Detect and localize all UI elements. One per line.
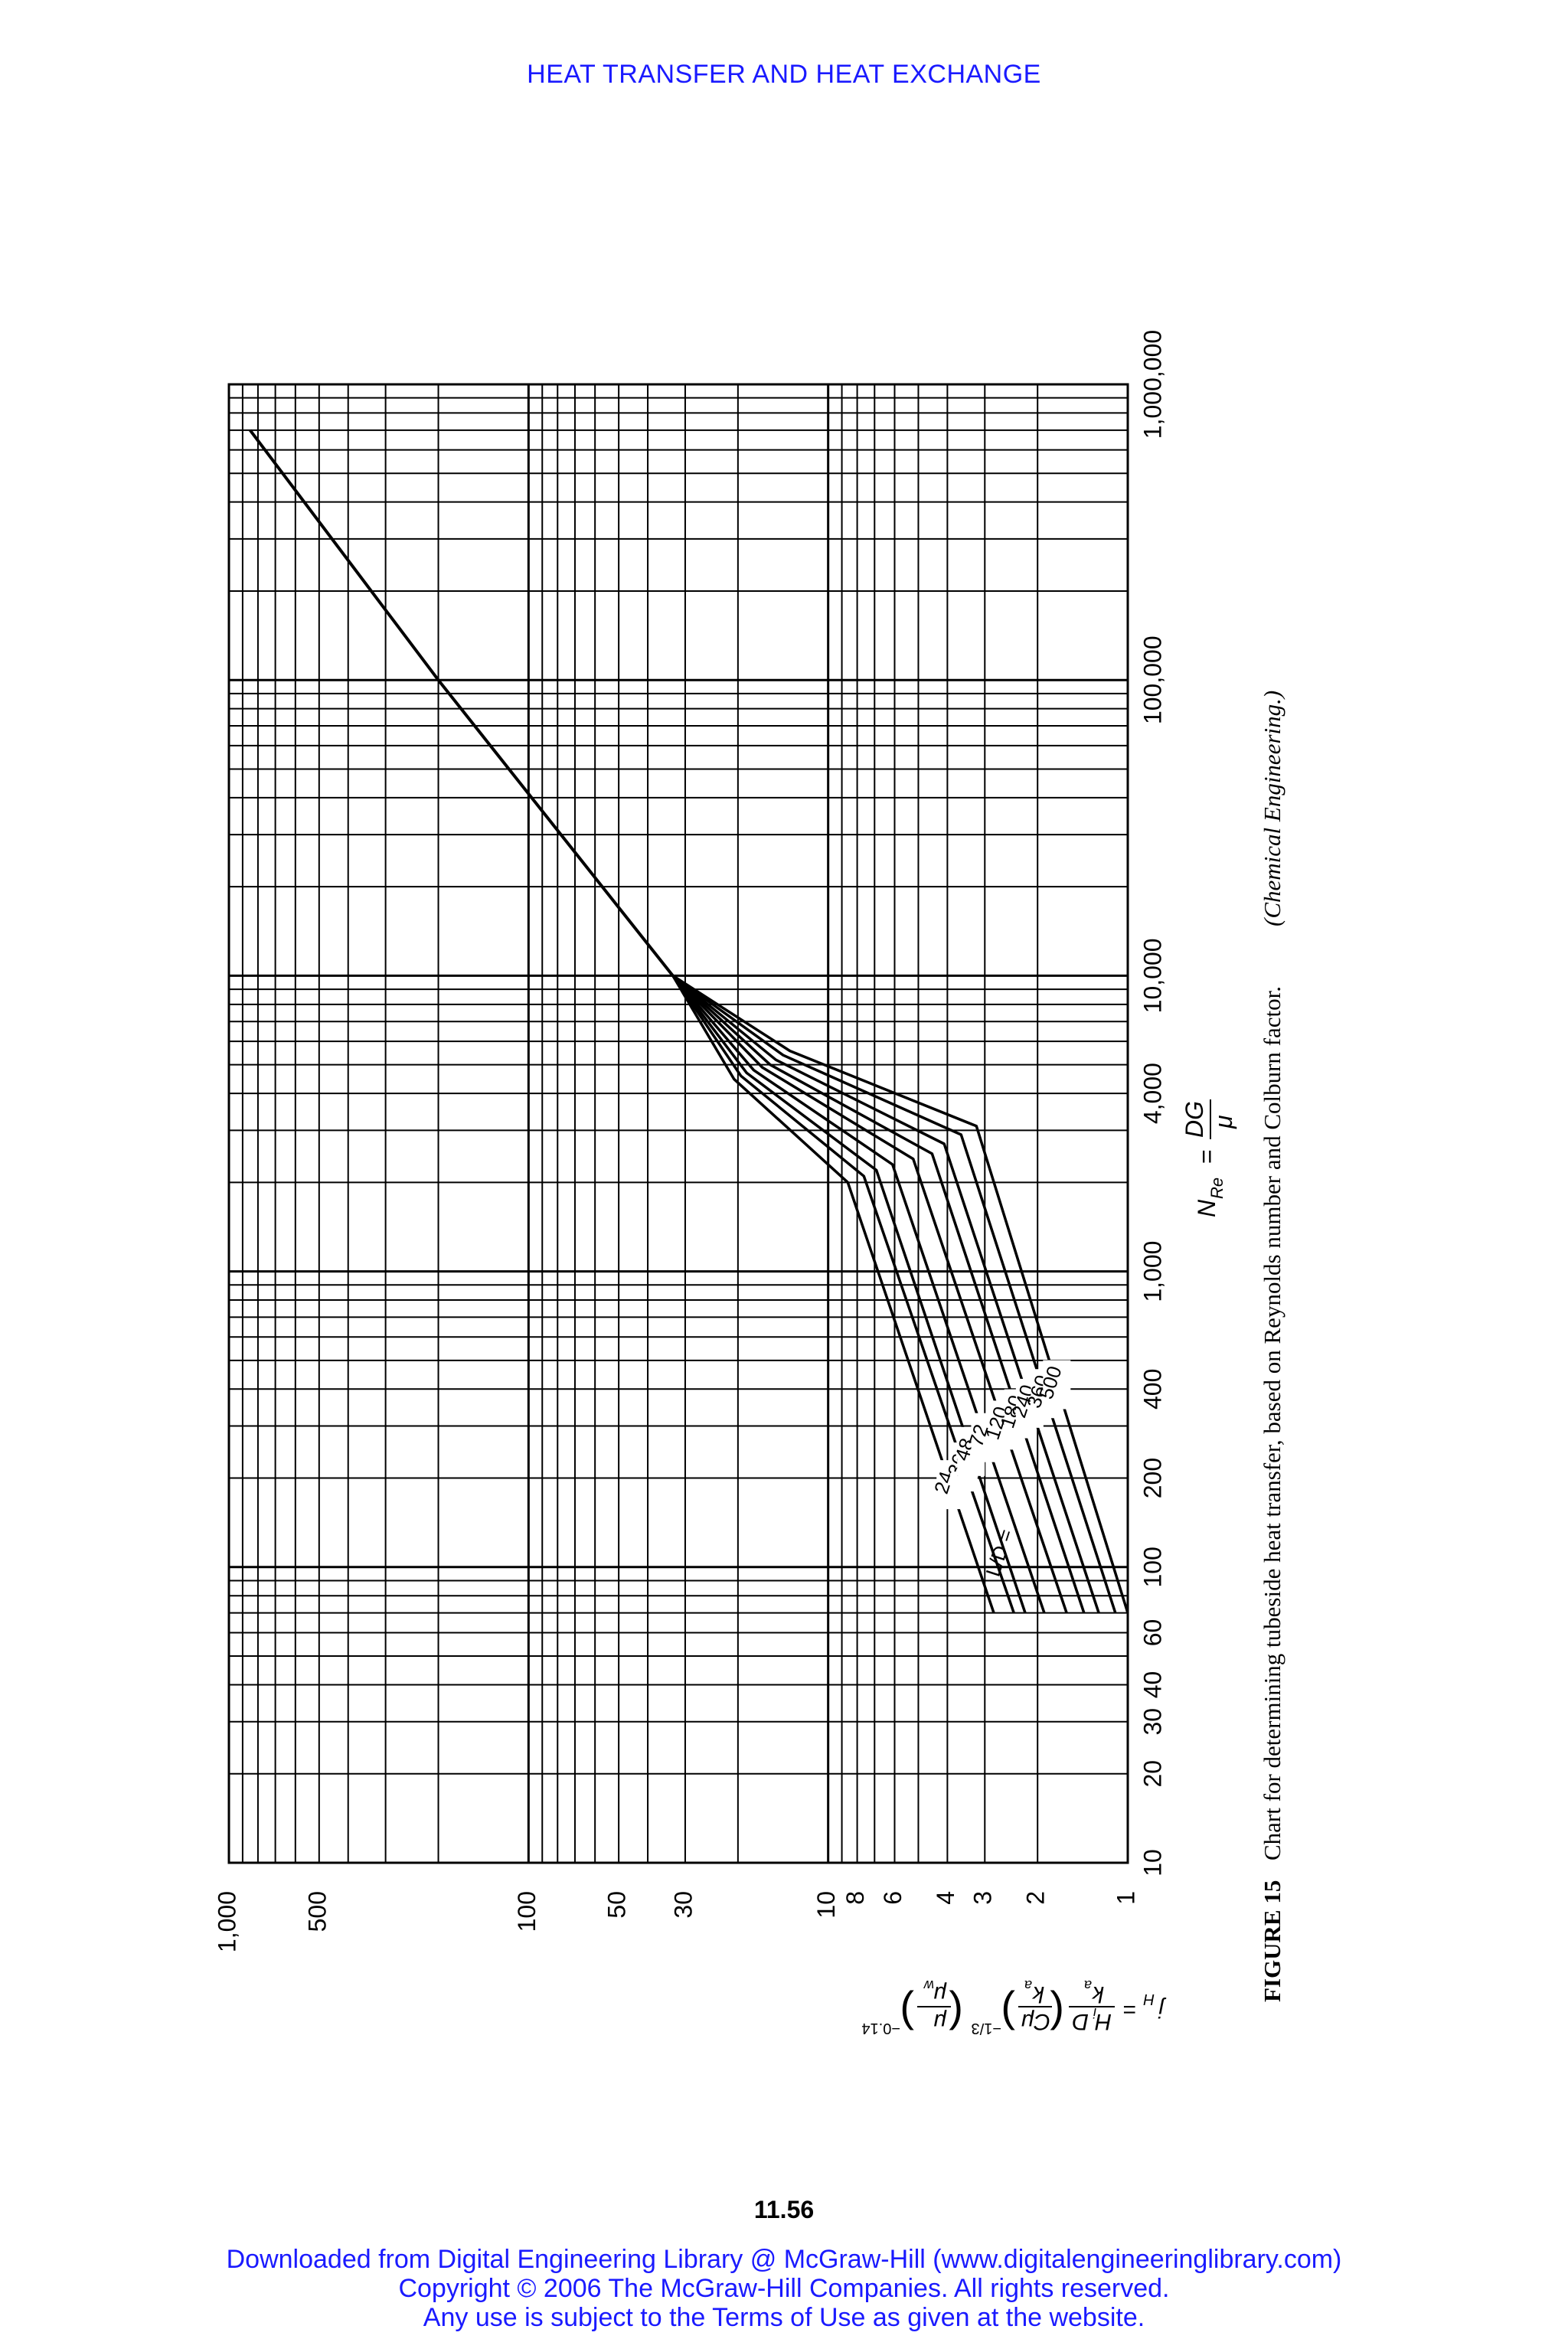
y-axis-label-f1-den-sub: a	[1084, 1978, 1092, 1993]
footer: Downloaded from Digital Engineering Libr…	[0, 2245, 1568, 2332]
curve-ld-500	[671, 974, 1129, 1614]
x-tick-label: 400	[1138, 1369, 1166, 1410]
y-axis-label-paren-open: (	[1050, 1990, 1064, 2038]
x-axis-label-n: N	[1193, 1199, 1220, 1217]
x-tick-label: 100,000	[1138, 635, 1166, 724]
footer-line-2: Copyright © 2006 The McGraw-Hill Compani…	[398, 2274, 1170, 2303]
y-axis-label-paren2-close: )	[900, 1990, 914, 2038]
figure-caption: FIGURE 15 Chart for determining tubeside…	[1259, 691, 1285, 2002]
x-tick-label: 200	[1138, 1458, 1166, 1498]
y-tick-label: 3	[969, 1891, 997, 1905]
y-axis-label-paren2-open: (	[949, 1990, 963, 2038]
x-axis-label-num: DG	[1181, 1101, 1208, 1138]
x-axis-label-den: μ	[1210, 1115, 1237, 1129]
x-tick-label: 10,000	[1138, 938, 1166, 1013]
y-axis-label-f1-den: k	[1091, 1981, 1104, 2007]
curve-ld-240	[671, 975, 1100, 1614]
y-axis-label-f2-den: k	[1031, 1981, 1044, 2007]
y-axis-label: j H = H i D k a ( Cμ k a ) −1/3 ( μ μ w …	[861, 1978, 1167, 2038]
x-tick-label: 100	[1138, 1547, 1166, 1587]
x-axis-label-eq: =	[1193, 1149, 1220, 1164]
x-tick-labels: 10 20 30 40 60 100 200 400 1,000 4,000 10,000 100,0…	[1138, 330, 1166, 1877]
x-tick-label: 10	[1138, 1849, 1166, 1877]
curve-ld-120	[671, 975, 1068, 1614]
figure-label: FIGURE 15	[1259, 1880, 1285, 2002]
plot-frame	[227, 383, 1129, 1864]
footer-line-1: Downloaded from Digital Engineering Libr…	[226, 2245, 1342, 2274]
y-axis-label-exp3: −0.14	[861, 2020, 900, 2037]
x-axis-label: N Re = DG μ	[1181, 1099, 1237, 1217]
curve-ld-24	[671, 975, 995, 1614]
series-label-bg-500	[1043, 1360, 1071, 1410]
y-axis-label-j: j	[1158, 1997, 1167, 2022]
y-tick-label: 4	[932, 1891, 959, 1905]
curve-ld-36	[671, 975, 1015, 1614]
y-axis-label-f1-num-tail: D	[1072, 2009, 1089, 2034]
curve-ld-48	[671, 975, 1027, 1614]
y-tick-label: 8	[841, 1891, 869, 1905]
y-tick-label: 1	[1112, 1891, 1139, 1905]
y-tick-label: 30	[669, 1891, 697, 1919]
x-tick-label: 1,000,000	[1138, 330, 1166, 439]
y-axis-label-f1-num: H	[1095, 2009, 1112, 2034]
y-axis-label-paren-close: )	[1001, 1990, 1015, 2038]
y-axis-label-f3-num: μ	[934, 2009, 947, 2034]
running-head: HEAT TRANSFER AND HEAT EXCHANGE	[527, 60, 1041, 89]
figure-caption-source: (Chemical Engineering.)	[1259, 691, 1285, 926]
y-axis-label-exp2: −1/3	[972, 2020, 1001, 2037]
x-tick-label: 60	[1138, 1619, 1166, 1647]
curve-ld-180	[671, 975, 1086, 1614]
y-tick-label: 2	[1022, 1891, 1050, 1905]
y-axis-label-f2-den-sub: a	[1024, 1978, 1032, 1993]
y-tick-label: 100	[513, 1891, 541, 1932]
y-axis-label-f3-den-sub: w	[923, 1978, 934, 1993]
figure-caption-text: Chart for determining tubeside heat tran…	[1259, 986, 1285, 1860]
page-number: 11.56	[753, 2196, 815, 2223]
x-axis-label-sub: Re	[1207, 1178, 1227, 1199]
grid	[227, 383, 1129, 1864]
series-labels: 24364872120180240360500L/D =	[929, 1360, 1071, 1579]
curve-ld-72	[671, 975, 1046, 1614]
curve-turbulent	[249, 429, 675, 977]
y-axis-label-f2-num: Cμ	[1021, 2009, 1050, 2034]
y-tick-label: 500	[303, 1891, 331, 1932]
y-tick-labels: 1,000 500 100 50 30 10 8 6 4 3 2 1	[213, 1891, 1139, 1952]
x-tick-label: 30	[1138, 1708, 1166, 1736]
x-tick-label: 20	[1138, 1760, 1166, 1788]
y-axis-label-sub: H	[1143, 1991, 1155, 2007]
y-tick-label: 50	[603, 1891, 631, 1919]
y-axis-label-eq: =	[1122, 1997, 1136, 2022]
y-axis-label-f3-den: μ	[934, 1981, 947, 2007]
y-axis-label-f1-num-sub: i	[1093, 2005, 1096, 2020]
x-tick-label: 1,000	[1138, 1241, 1166, 1302]
footer-line-3: Any use is subject to the Terms of Use a…	[423, 2303, 1145, 2332]
y-tick-label: 1,000	[213, 1891, 240, 1952]
y-tick-label: 6	[879, 1891, 906, 1905]
x-tick-label: 4,000	[1138, 1063, 1166, 1124]
y-tick-label: 10	[812, 1891, 840, 1919]
x-tick-label: 40	[1138, 1671, 1166, 1699]
